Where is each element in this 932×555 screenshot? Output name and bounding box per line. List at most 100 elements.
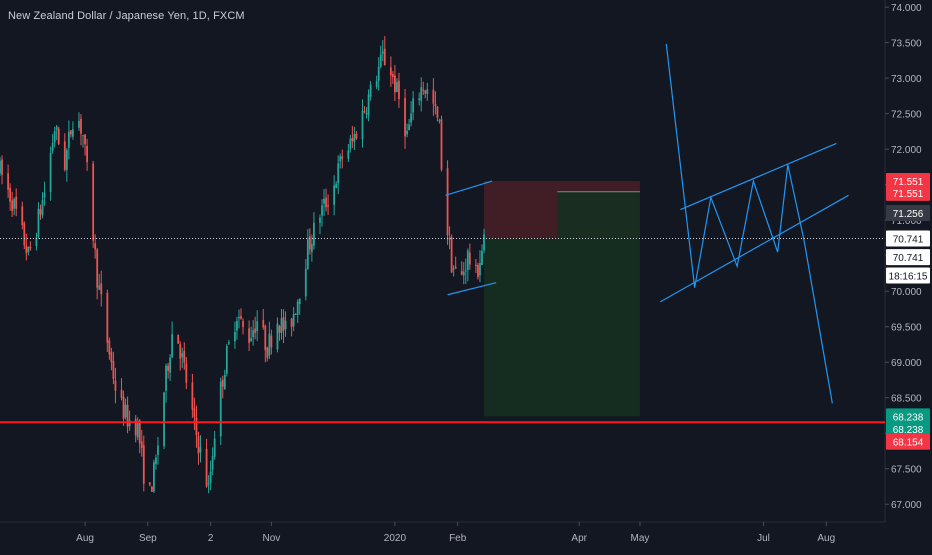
candle-body <box>418 98 421 101</box>
price-label-box <box>886 184 930 201</box>
candle-body <box>389 67 392 76</box>
candle-body <box>483 234 485 251</box>
candle-body <box>126 404 129 427</box>
candle-body <box>310 244 313 252</box>
candle-body <box>369 84 372 97</box>
candle-body <box>183 350 186 363</box>
candle-body <box>432 89 435 104</box>
candle-body <box>462 272 465 276</box>
price-label: 18:16:15 <box>889 272 928 283</box>
price-projection-path <box>665 43 833 404</box>
candle-body <box>398 80 400 100</box>
candle-body <box>290 318 293 328</box>
candle-body <box>323 198 325 204</box>
candle-body <box>468 252 471 265</box>
candle-body <box>108 340 111 355</box>
candle-body <box>306 239 309 270</box>
y-tick-label: 72.000 <box>891 145 922 156</box>
x-tick-label: May <box>631 533 650 544</box>
candle-body <box>82 135 84 137</box>
candle-body <box>450 236 453 273</box>
x-tick-label: Feb <box>449 533 467 544</box>
candle-body <box>21 206 24 226</box>
candle-body <box>308 236 311 250</box>
candle-body <box>41 199 44 216</box>
candle-body <box>49 153 52 192</box>
candle-body <box>205 449 208 487</box>
candle-body <box>227 342 230 344</box>
candle-body <box>406 130 408 135</box>
candle-body <box>94 243 97 250</box>
price-label-box <box>886 205 930 222</box>
candle-body <box>349 138 352 150</box>
candle-body <box>223 374 226 390</box>
candle-body <box>240 315 242 319</box>
price-label: 71.256 <box>893 209 924 220</box>
candle-body <box>23 223 26 246</box>
take-profit-zone <box>484 238 640 417</box>
candle-body <box>195 417 198 436</box>
candle-body <box>353 134 356 142</box>
candle-body <box>339 156 342 162</box>
candle-body <box>396 82 398 92</box>
y-tick-label: 71.000 <box>891 216 922 227</box>
candle-body <box>134 418 137 436</box>
candle-body <box>138 420 141 444</box>
price-label: 68.154 <box>893 438 924 449</box>
candle-body <box>157 445 159 455</box>
wedge-trendline <box>445 180 493 196</box>
candle-body <box>155 457 157 464</box>
candle-body <box>268 333 271 356</box>
price-label-box <box>886 433 930 450</box>
candle-body <box>479 262 481 276</box>
candle-body <box>65 149 68 170</box>
candle-body <box>381 51 384 54</box>
candle-body <box>298 298 301 304</box>
price-label-box <box>886 408 930 425</box>
candle-body <box>410 113 413 123</box>
candle-body <box>67 131 70 148</box>
candle-body <box>55 126 58 130</box>
candle-body <box>199 447 202 453</box>
candle-body <box>63 141 66 170</box>
candle-body <box>120 389 123 398</box>
candle-body <box>225 346 228 374</box>
candle-body <box>337 163 340 184</box>
candle-body <box>106 292 109 343</box>
candle-body <box>140 441 143 448</box>
candle-body <box>112 360 115 379</box>
y-tick-label: 72.500 <box>891 110 922 121</box>
candle-body <box>171 334 174 358</box>
x-tick-label: 2020 <box>384 533 407 544</box>
candle-body <box>122 396 125 419</box>
candle-body <box>333 185 336 205</box>
candle-body <box>404 98 406 137</box>
candle-body <box>43 192 46 198</box>
x-tick-label: Aug <box>76 533 94 544</box>
candle-body <box>177 334 180 344</box>
candle-body <box>446 168 449 236</box>
candle-body <box>361 110 364 140</box>
price-label: 70.741 <box>893 235 924 246</box>
y-tick-label: 68.500 <box>891 394 922 405</box>
candle-body <box>148 482 151 485</box>
position-progress-zone <box>557 191 640 239</box>
x-tick-label: Sep <box>139 533 157 544</box>
candle-body <box>234 332 236 342</box>
candle-body <box>114 380 117 391</box>
candle-body <box>80 118 82 134</box>
candle-body <box>434 103 437 107</box>
candle-body <box>197 436 200 454</box>
candle-body <box>412 98 415 113</box>
candle-body <box>0 160 1 174</box>
candle-body <box>365 113 368 115</box>
candle-body <box>25 245 28 254</box>
candle-body <box>319 217 321 223</box>
candle-body <box>29 246 32 249</box>
candle-body <box>78 120 80 128</box>
candle-body <box>375 81 378 87</box>
x-tick-label: Jul <box>757 533 770 544</box>
candle-body <box>426 89 429 94</box>
